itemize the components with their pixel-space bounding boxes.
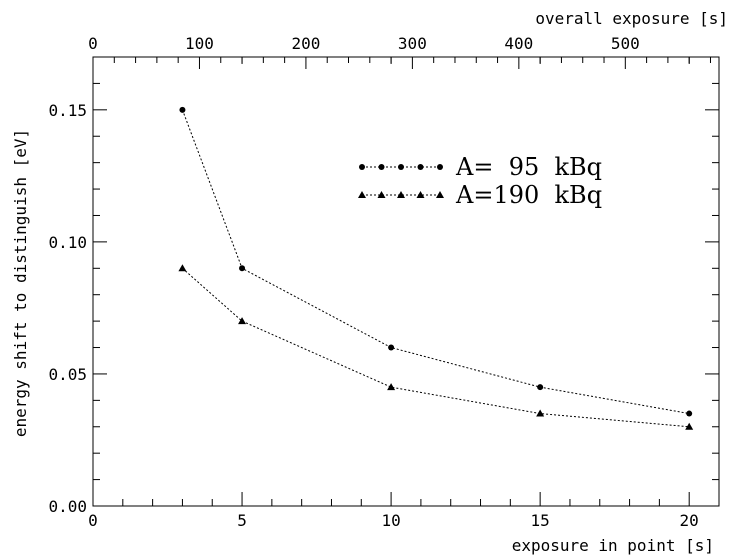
legend-marker-2 <box>436 191 444 198</box>
legend-marker-1 <box>378 164 385 170</box>
legend-marker-2 <box>397 191 405 198</box>
series-1-point <box>537 384 544 391</box>
x-tick-label: 20 <box>680 511 699 530</box>
series-1-point <box>686 410 693 417</box>
legend-label-1: A= 95 kBq <box>455 153 602 181</box>
y-tick-label: 0.05 <box>48 365 87 384</box>
x-tick-label: 10 <box>381 511 400 530</box>
series-1-point <box>239 265 246 272</box>
legend-marker-2 <box>416 191 425 198</box>
x-tick-label: 0 <box>88 511 98 530</box>
series-1-point <box>179 106 186 113</box>
series-2-line <box>182 267 690 428</box>
legend-marker-2 <box>358 191 366 198</box>
y-tick-label: 0.10 <box>48 233 87 252</box>
x2-tick-label: 200 <box>291 34 320 53</box>
series-group <box>178 106 694 430</box>
series-2-point <box>178 264 187 272</box>
series-1-point <box>388 344 395 351</box>
series-1 <box>179 106 693 417</box>
legend-marker-1 <box>398 164 404 170</box>
legend-marker-1 <box>437 164 443 170</box>
series-2-point <box>536 409 545 417</box>
y-tick-label: 0.15 <box>48 101 87 120</box>
plot-frame <box>92 56 720 507</box>
series-2-point <box>387 383 396 391</box>
legend-marker-1 <box>359 164 365 170</box>
legend-marker-2 <box>377 191 386 198</box>
legend-marker-1 <box>417 164 424 170</box>
x-tick-label: 15 <box>531 511 550 530</box>
series-2-point <box>685 422 694 430</box>
x2-tick-label: 400 <box>504 34 533 53</box>
x2-tick-label: 300 <box>398 34 427 53</box>
y-axis-title: energy shift to distinguish [eV] <box>11 129 30 437</box>
x-tick-label: 5 <box>237 511 247 530</box>
series-2 <box>178 264 694 430</box>
x2-tick-label: 500 <box>611 34 640 53</box>
series-2-point <box>238 317 247 325</box>
y-tick-label: 0.00 <box>48 497 87 516</box>
x-axis-title: exposure in point [s] <box>512 536 714 555</box>
series-1-line <box>181 109 690 415</box>
x2-tick-label: 0 <box>88 34 98 53</box>
legend-label-2: A=190 kBq <box>455 181 602 209</box>
x2-axis-title: overall exposure [s] <box>535 9 728 28</box>
x2-tick-label: 100 <box>185 34 214 53</box>
